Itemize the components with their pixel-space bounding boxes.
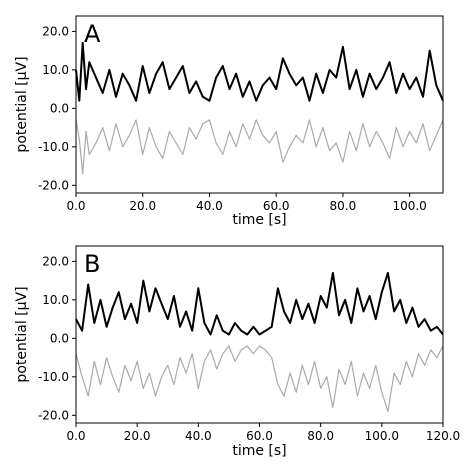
panel-b: 0.0 20.0 40.0 60.0 80.0 100.0 120.0 -20.0 -10.0 0… <box>14 245 460 459</box>
y-tick-label: 0.0 <box>50 101 69 115</box>
panel-label: A <box>84 20 101 48</box>
y-axis-label: potential [μV] <box>14 286 30 382</box>
x-tick-label: 40.0 <box>196 199 223 213</box>
y-tick-label: 0.0 <box>50 331 69 345</box>
x-tick-label: 0.0 <box>66 199 85 213</box>
series-line-1 <box>75 119 444 175</box>
x-axis-label: time [s] <box>232 212 286 228</box>
x-tick-label: 40.0 <box>185 429 212 443</box>
y-axis-label: potential [μV] <box>14 56 30 152</box>
y-tick-label: 10.0 <box>42 63 69 77</box>
panel-label: B <box>84 250 100 278</box>
x-tick-label: 20.0 <box>124 429 151 443</box>
panel-a: 0.0 20.0 40.0 60.0 80.0 100.0 -20.0 -10.0 0.0 10.… <box>14 15 444 228</box>
y-tick-label: -20.0 <box>38 178 69 192</box>
series-line-2 <box>75 41 444 102</box>
y-tick-label: -10.0 <box>38 140 69 154</box>
x-tick-label: 20.0 <box>129 199 156 213</box>
x-tick-label: 80.0 <box>307 429 334 443</box>
series-line-1 <box>75 345 444 413</box>
x-tick-label: 100.0 <box>392 199 426 213</box>
y-tick-label: 20.0 <box>42 254 69 268</box>
x-tick-label: 60.0 <box>263 199 290 213</box>
x-axis-label: time [s] <box>232 443 286 459</box>
x-tick-label: 100.0 <box>365 429 399 443</box>
x-tick-label: 80.0 <box>330 199 357 213</box>
series-line-2 <box>75 271 444 336</box>
x-tick-label: 120.0 <box>426 429 460 443</box>
x-tick-label: 60.0 <box>246 429 273 443</box>
plot-frame <box>75 15 444 194</box>
y-tick-label: 20.0 <box>42 24 69 38</box>
y-tick-label: -10.0 <box>38 370 69 384</box>
y-tick-label: -20.0 <box>38 408 69 422</box>
y-tick-label: 10.0 <box>42 293 69 307</box>
x-tick-label: 0.0 <box>66 429 85 443</box>
